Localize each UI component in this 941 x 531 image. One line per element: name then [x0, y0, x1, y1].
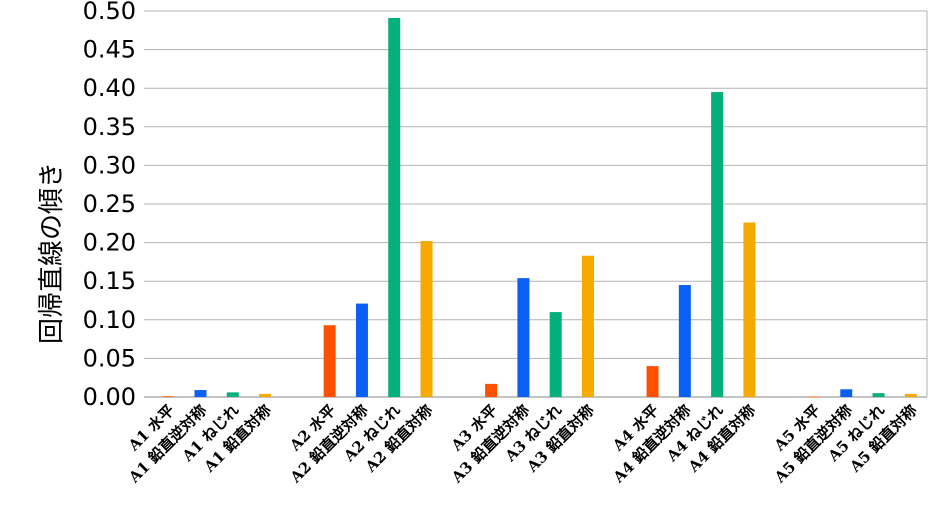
y-tick-label: 0.40	[83, 74, 136, 102]
y-tick-label: 0.10	[83, 306, 136, 334]
bar-a2-2	[388, 17, 401, 398]
y-tick-label: 0.00	[83, 383, 136, 411]
bar-a5-0	[807, 396, 820, 398]
bar-a5-3	[904, 393, 917, 397]
gridlines	[144, 10, 928, 398]
bar-a3-0	[485, 383, 498, 397]
bar-a5-2	[872, 393, 885, 397]
y-tick-label: 0.20	[83, 229, 136, 257]
bar-a4-1	[678, 285, 691, 397]
bar-a1-0	[162, 396, 175, 398]
bar-a4-2	[711, 92, 724, 397]
bar-a3-3	[581, 255, 594, 397]
bar-a2-0	[323, 325, 336, 397]
y-tick-label: 0.50	[83, 0, 136, 25]
bars	[162, 17, 917, 398]
bar-a4-3	[743, 222, 756, 397]
bar-a1-2	[226, 392, 239, 397]
y-tick-labels: 0.00 0.05 0.10 0.15 0.20 0.25 0.30 0.35 0.40 0.45…	[83, 0, 136, 411]
bar-a1-3	[259, 393, 272, 397]
bar-a2-3	[420, 241, 433, 397]
y-tick-label: 0.05	[83, 344, 136, 372]
y-tick-label: 0.25	[83, 190, 136, 218]
y-axis-label: 回帰直線の傾き	[37, 162, 67, 344]
y-tick-label: 0.30	[83, 151, 136, 179]
bar-a3-2	[549, 312, 562, 397]
bar-a2-1	[355, 303, 368, 397]
y-tick-label: 0.45	[83, 36, 136, 64]
y-tick-label: 0.15	[83, 267, 136, 295]
bar-a1-1	[194, 390, 207, 397]
bar-a5-1	[840, 389, 853, 397]
bar-a3-1	[517, 278, 530, 397]
y-tick-label: 0.35	[83, 113, 136, 141]
bar-a4-0	[646, 366, 659, 397]
